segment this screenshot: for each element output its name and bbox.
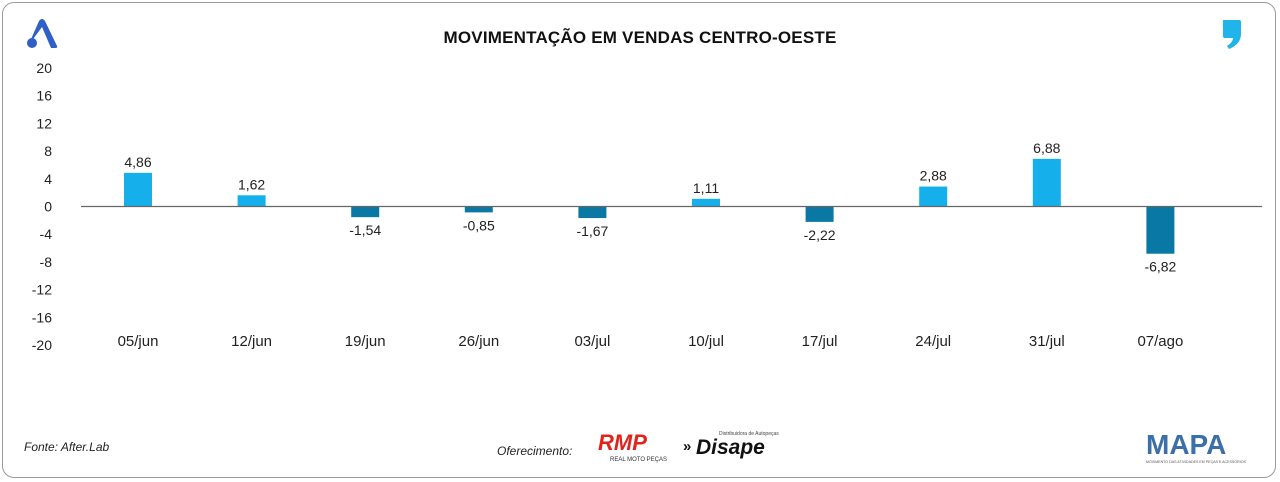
bar — [578, 206, 607, 219]
data-label: -6,82 — [1144, 259, 1176, 275]
data-label: 1,11 — [693, 180, 719, 196]
y-tick-label: 12 — [36, 115, 52, 131]
data-label: 6,88 — [1033, 140, 1060, 156]
x-tick-label: 31/jul — [1029, 333, 1065, 350]
comma-logo-icon — [1223, 20, 1241, 49]
svg-text:Distribuidora de Autopeças: Distribuidora de Autopeças — [719, 431, 779, 437]
x-tick-label: 12/jun — [231, 333, 272, 350]
y-tick-label: -4 — [40, 226, 53, 242]
x-tick-label: 03/jul — [574, 333, 610, 350]
y-tick-label: 4 — [44, 171, 52, 187]
afterlab-logo-icon — [27, 19, 58, 48]
y-tick-label: 16 — [36, 88, 52, 104]
data-label: 1,62 — [238, 176, 265, 192]
bar — [1146, 206, 1175, 254]
data-label: -2,22 — [804, 227, 836, 243]
rmp-logo: RMP REAL MOTO PEÇAS — [598, 430, 667, 463]
x-tick-label: 10/jul — [688, 333, 724, 350]
x-tick-label: 07/ago — [1137, 333, 1183, 350]
bar — [237, 195, 266, 207]
data-label: -0,85 — [463, 217, 495, 233]
sponsor-label: Oferecimento: — [497, 444, 573, 458]
x-tick-label: 26/jun — [458, 333, 499, 350]
data-label: 2,88 — [920, 168, 947, 184]
bar — [805, 206, 834, 222]
bar — [692, 198, 720, 207]
bar — [124, 172, 152, 207]
svg-text:RMP: RMP — [598, 430, 647, 455]
data-label: 4,86 — [124, 154, 151, 170]
y-tick-label: -20 — [32, 337, 52, 353]
y-tick-label: -12 — [32, 282, 52, 298]
x-tick-label: 05/jun — [118, 333, 159, 350]
svg-text:REAL MOTO PEÇAS: REAL MOTO PEÇAS — [610, 457, 667, 463]
svg-text:MAPA: MAPA — [1146, 429, 1226, 460]
data-label: -1,54 — [349, 222, 381, 238]
x-tick-label: 19/jun — [345, 333, 386, 350]
bar — [464, 206, 493, 213]
data-label: -1,67 — [576, 223, 608, 239]
disape-logo: » Disape Distribuidora de Autopeças — [683, 431, 779, 459]
svg-text:Disape: Disape — [696, 436, 765, 459]
y-tick-label: -16 — [32, 309, 52, 325]
source-note: Fonte: After.Lab — [24, 440, 110, 454]
y-tick-label: -8 — [40, 254, 53, 270]
y-tick-label: 8 — [44, 143, 52, 159]
y-tick-label: 20 — [36, 60, 52, 76]
mapa-logo: MAPA MOVIMENTO DAS ATIVIDADES EM PEÇAS E… — [1146, 429, 1247, 464]
bar — [919, 186, 948, 207]
bar — [1032, 158, 1061, 207]
x-tick-label: 17/jul — [802, 333, 838, 350]
svg-text:»: » — [683, 438, 691, 455]
y-tick-label: 0 — [44, 199, 52, 215]
chart-title: MOVIMENTAÇÃO EM VENDAS CENTRO-OESTE — [443, 28, 837, 47]
bar — [351, 206, 380, 218]
svg-text:MOVIMENTO DAS ATIVIDADES EM PE: MOVIMENTO DAS ATIVIDADES EM PEÇAS E ACES… — [1146, 459, 1247, 464]
x-tick-label: 24/jul — [915, 333, 951, 350]
